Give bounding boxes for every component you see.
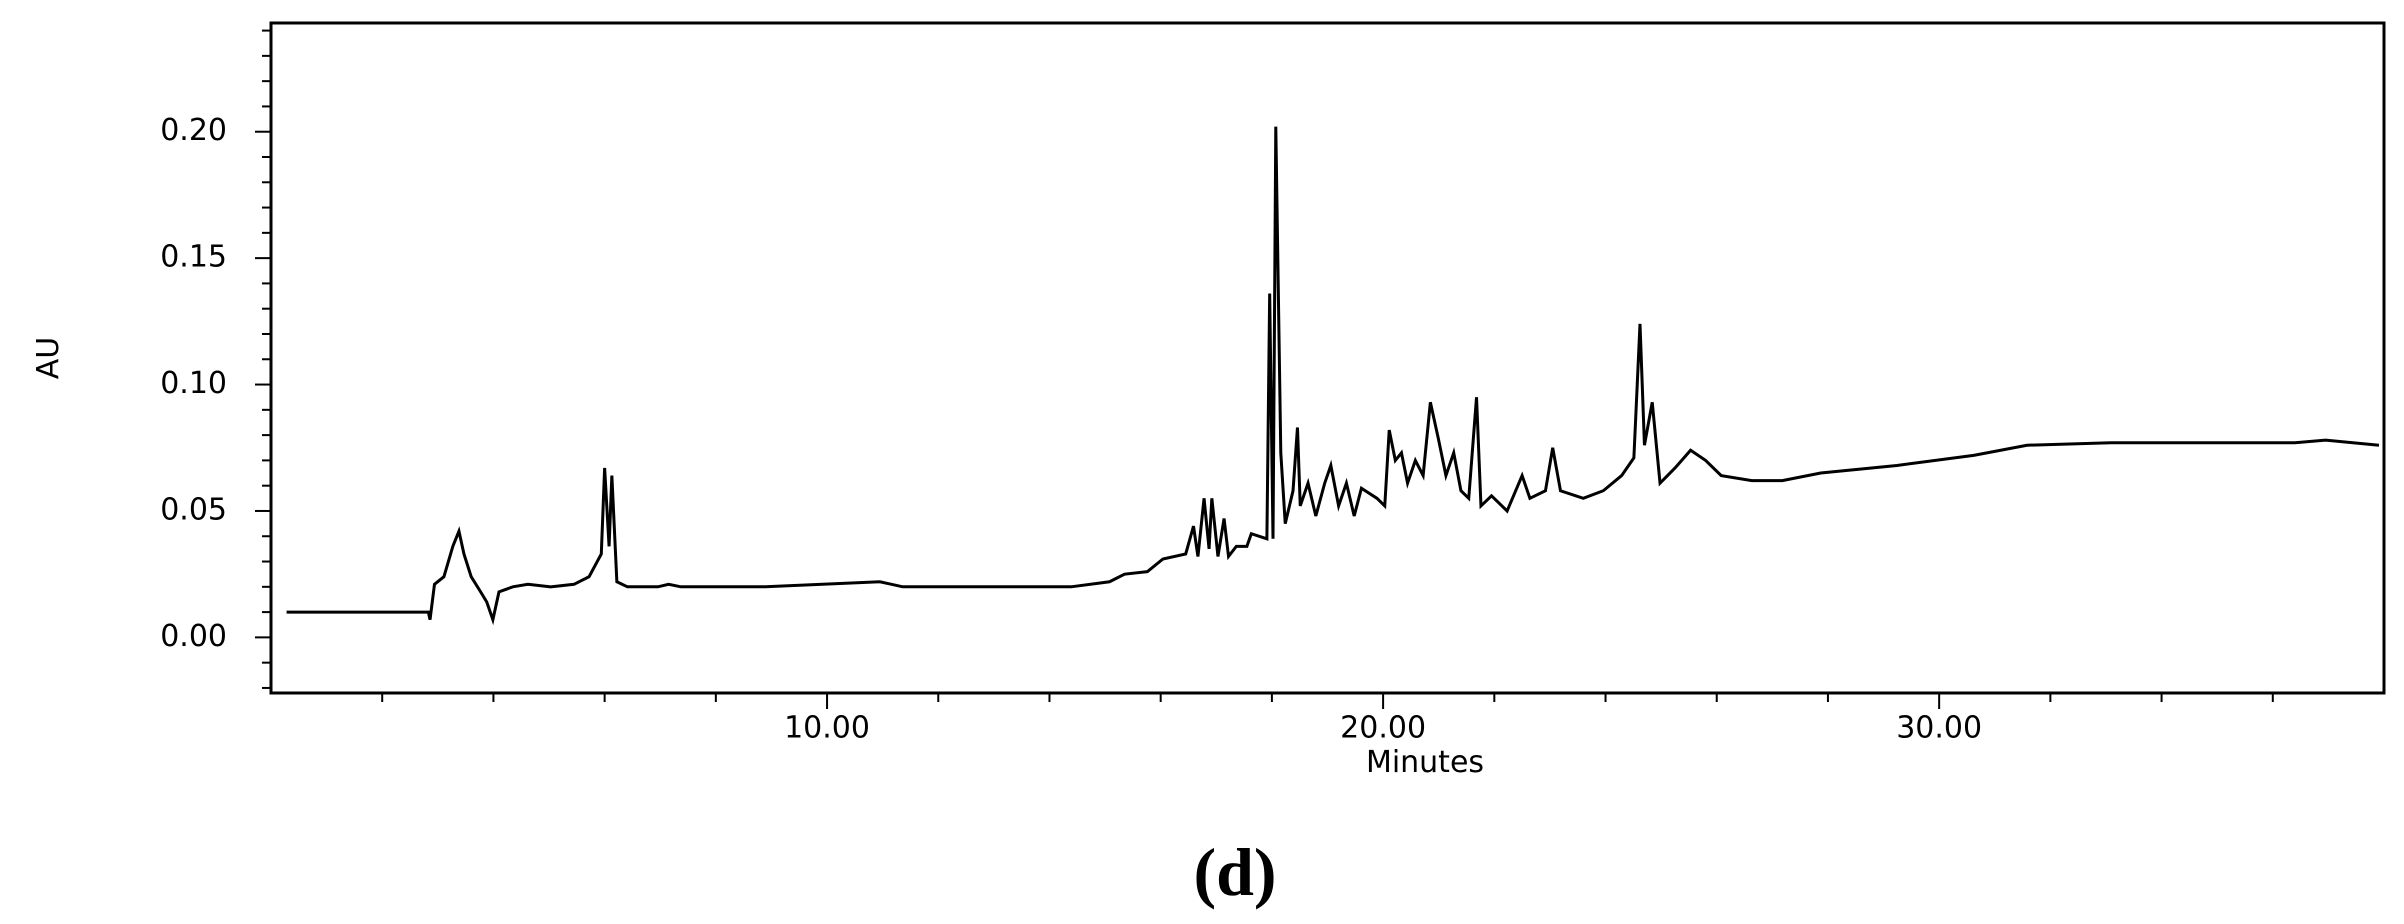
x-axis-label: Minutes xyxy=(1366,745,1484,780)
caption: (d) xyxy=(1193,834,1276,910)
chromatogram-line xyxy=(286,126,2380,626)
plot-frame xyxy=(269,21,2386,695)
y-axis-label: AU xyxy=(31,337,66,379)
y-tick-label: 0.20 xyxy=(160,113,227,148)
y-tick-label: 0.15 xyxy=(160,240,227,275)
x-tick-label: 30.00 xyxy=(1896,711,1982,746)
x-tick-label: 10.00 xyxy=(784,711,870,746)
x-tick-label: 20.00 xyxy=(1340,711,1426,746)
y-tick-label: 0.00 xyxy=(160,619,227,654)
y-tick-label: 0.10 xyxy=(160,366,227,401)
y-tick-label: 0.05 xyxy=(160,492,227,527)
